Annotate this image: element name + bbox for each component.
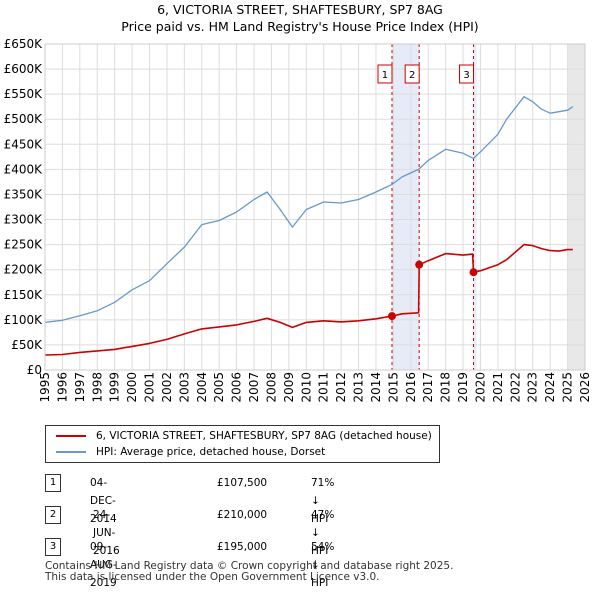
- x-tick-label: 2022: [508, 372, 522, 403]
- legend: 6, VICTORIA STREET, SHAFTESBURY, SP7 8AG…: [45, 425, 440, 463]
- hpi-line: [44, 96, 574, 324]
- x-tick-label: 2017: [421, 372, 435, 403]
- x-tick-label: 2005: [212, 372, 226, 403]
- x-tick-label: 2023: [526, 372, 540, 403]
- x-tick-label: 2018: [439, 372, 453, 403]
- sale-point: [415, 260, 424, 269]
- legend-item-hpi: HPI: Average price, detached house, Dors…: [56, 444, 325, 460]
- y-tick-label: £400K: [4, 162, 44, 176]
- legend-swatch-blue: [56, 451, 86, 453]
- x-tick-label: 2008: [264, 372, 278, 403]
- x-tick-label: 2019: [456, 372, 470, 403]
- x-tick-label: 2014: [369, 372, 383, 403]
- x-tick-label: 1995: [38, 372, 52, 403]
- footer: Contains HM Land Registry data © Crown c…: [45, 561, 453, 583]
- x-tick-label: 2000: [125, 372, 139, 403]
- x-tick-label: 2020: [473, 372, 487, 403]
- sale-marker-badge: [377, 64, 393, 84]
- price-chart: 6, VICTORIA STREET, SHAFTESBURY, SP7 8AG…: [4, 2, 592, 403]
- x-tick-label: 2007: [247, 372, 261, 403]
- price-paid-line: [44, 243, 573, 356]
- transaction-date: 24-JUN-2016: [93, 509, 120, 557]
- y-tick-label: £450K: [4, 137, 44, 151]
- transaction-number: 3: [45, 538, 61, 556]
- sale-marker-number: 1: [382, 70, 388, 81]
- y-tick-label: £250K: [4, 238, 44, 252]
- holding-period-band: [391, 44, 420, 370]
- sale-marker-badge: [404, 64, 420, 84]
- y-tick-label: £350K: [4, 187, 44, 201]
- x-tick-label: 2016: [404, 372, 418, 403]
- legend-swatch-red: [56, 435, 86, 437]
- footer-copyright: Contains HM Land Registry data © Crown c…: [45, 560, 454, 572]
- x-tick-label: 2024: [543, 372, 557, 403]
- x-tick-label: 2010: [299, 372, 313, 403]
- x-tick-label: 2015: [386, 372, 400, 403]
- y-tick-label: £100K: [4, 313, 44, 327]
- chart-title: 6, VICTORIA STREET, SHAFTESBURY, SP7 8AG: [157, 2, 443, 17]
- transaction-hpi: 54% ↓ HPI: [311, 541, 335, 589]
- y-tick-label: £0: [27, 363, 42, 377]
- x-tick-label: 2004: [195, 372, 209, 403]
- y-tick-label: £50K: [11, 338, 43, 352]
- y-tick-label: £550K: [4, 87, 44, 101]
- transaction-date: 04-DEC-2014: [90, 477, 117, 525]
- x-tick-label: 2025: [561, 372, 575, 403]
- x-tick-label: 1997: [73, 372, 87, 403]
- chart-subtitle: Price paid vs. HM Land Registry's House …: [121, 19, 478, 34]
- legend-item-property: 6, VICTORIA STREET, SHAFTESBURY, SP7 8AG…: [56, 428, 432, 444]
- sale-marker-badge: [459, 64, 475, 84]
- footer-licence: This data is licensed under the Open Gov…: [45, 571, 380, 583]
- sale-marker-number: 2: [409, 70, 415, 81]
- x-tick-label: 2006: [230, 372, 244, 403]
- plot-background: [45, 44, 585, 370]
- transaction-price: £195,000: [217, 541, 268, 553]
- y-tick-label: £600K: [4, 62, 44, 76]
- y-tick-label: £200K: [4, 263, 44, 277]
- x-tick-label: 2013: [352, 372, 366, 403]
- x-tick-label: 1999: [108, 372, 122, 403]
- y-tick-label: £150K: [4, 288, 44, 302]
- legend-label-hpi: HPI: Average price, detached house, Dors…: [96, 446, 326, 458]
- x-tick-label: 2001: [143, 372, 157, 403]
- y-tick-label: £500K: [4, 112, 44, 126]
- x-tick-label: 2003: [177, 372, 191, 403]
- y-tick-label: £300K: [4, 213, 44, 227]
- x-tick-label: 2012: [334, 372, 348, 403]
- transaction-hpi: 47% ↓ HPI: [311, 509, 335, 557]
- x-tick-label: 2009: [282, 372, 296, 403]
- sale-point: [469, 268, 478, 277]
- transaction-date: 09-AUG-2019: [90, 541, 117, 589]
- x-tick-label: 2011: [317, 372, 331, 403]
- x-tick-label: 2002: [160, 372, 174, 403]
- x-tick-label: 2026: [578, 372, 592, 403]
- transaction-number: 1: [45, 474, 61, 492]
- transaction-price: £107,500: [217, 477, 268, 489]
- plot-border: [44, 43, 586, 371]
- sale-marker-number: 3: [463, 70, 469, 81]
- y-tick-label: £650K: [4, 37, 44, 51]
- transaction-price: £210,000: [217, 509, 268, 521]
- transaction-number: 2: [45, 506, 61, 524]
- legend-label-property: 6, VICTORIA STREET, SHAFTESBURY, SP7 8AG…: [96, 430, 432, 442]
- transaction-hpi: 71% ↓ HPI: [311, 477, 335, 525]
- sale-point: [387, 312, 396, 321]
- holding-period-band: [473, 44, 477, 370]
- x-tick-label: 2021: [491, 372, 505, 403]
- x-tick-label: 1996: [55, 372, 69, 403]
- x-tick-label: 1998: [90, 372, 104, 403]
- forecast-zone: [567, 44, 585, 370]
